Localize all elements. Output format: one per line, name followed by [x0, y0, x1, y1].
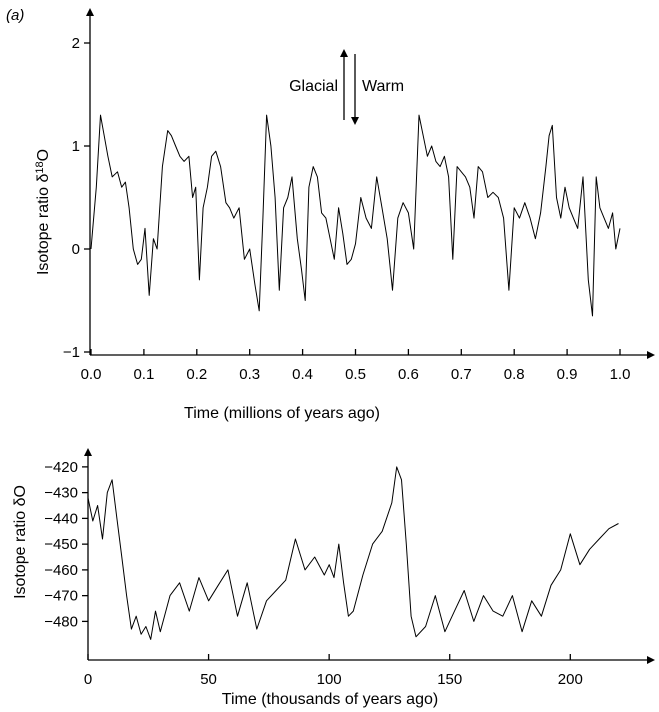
- warm-arrow-head: [351, 117, 359, 125]
- bottom-y-tick-label: −460: [44, 562, 78, 579]
- top-y-tick-label: 0: [72, 241, 80, 258]
- bottom-y-tick-label: −450: [44, 536, 78, 553]
- bottom-x-tick-label: 50: [200, 671, 217, 688]
- bottom-x-tick-label: 150: [437, 671, 462, 688]
- top-x-tick-label: 0.1: [133, 366, 154, 383]
- bottom-x-axis-arrowhead: [647, 656, 655, 664]
- top-x-tick-label: 0.8: [504, 366, 525, 383]
- top-x-axis-arrowhead: [647, 351, 655, 359]
- bottom-y-tick-label: −430: [44, 485, 78, 502]
- top-x-tick-label: 0.3: [239, 366, 260, 383]
- top-series-line: [90, 114, 621, 317]
- bottom-y-tick-label: −480: [44, 613, 78, 630]
- top-x-tick-label: 0.6: [398, 366, 419, 383]
- top-x-tick-label: 0.4: [292, 366, 313, 383]
- top-x-tick-label: 0.2: [186, 366, 207, 383]
- top-x-tick-label: 0.0: [81, 366, 102, 383]
- top-chart-delta18O: (a) Isotope ratio δ18O Time (millions of…: [6, 7, 655, 422]
- top-x-tick-label: 0.7: [451, 366, 472, 383]
- top-x-tick-label: 1.0: [610, 366, 631, 383]
- bottom-y-axis-arrowhead: [84, 448, 92, 456]
- annotation-warm: Warm: [362, 78, 404, 95]
- top-x-axis-label: Time (millions of years ago): [184, 405, 380, 422]
- top-y-axis-arrowhead: [86, 8, 94, 16]
- bottom-y-tick-label: −470: [44, 588, 78, 605]
- bottom-x-tick-label: 0: [84, 671, 92, 688]
- bottom-chart-deltaO: Isotope ratio δO Time (thousands of year…: [12, 448, 655, 708]
- glacial-arrow-head: [340, 49, 348, 57]
- bottom-series-line: [87, 466, 619, 640]
- bottom-x-tick-label: 200: [558, 671, 583, 688]
- top-y-axis-label: Isotope ratio δ18O: [34, 149, 52, 275]
- top-x-tick-label: 0.5: [345, 366, 366, 383]
- bottom-y-axis-label: Isotope ratio δO: [12, 485, 29, 599]
- bottom-y-tick-label: −420: [44, 459, 78, 476]
- bottom-y-tick-label: −440: [44, 510, 78, 527]
- bottom-x-axis-label: Time (thousands of years ago): [222, 691, 438, 708]
- top-x-tick-label: 0.9: [557, 366, 578, 383]
- bottom-x-tick-label: 100: [317, 671, 342, 688]
- top-y-tick-label: 1: [72, 138, 80, 155]
- panel-label: (a): [6, 7, 24, 24]
- top-y-tick-label: −1: [63, 344, 80, 361]
- annotation-glacial: Glacial: [289, 78, 338, 95]
- top-y-tick-label: 2: [72, 35, 80, 52]
